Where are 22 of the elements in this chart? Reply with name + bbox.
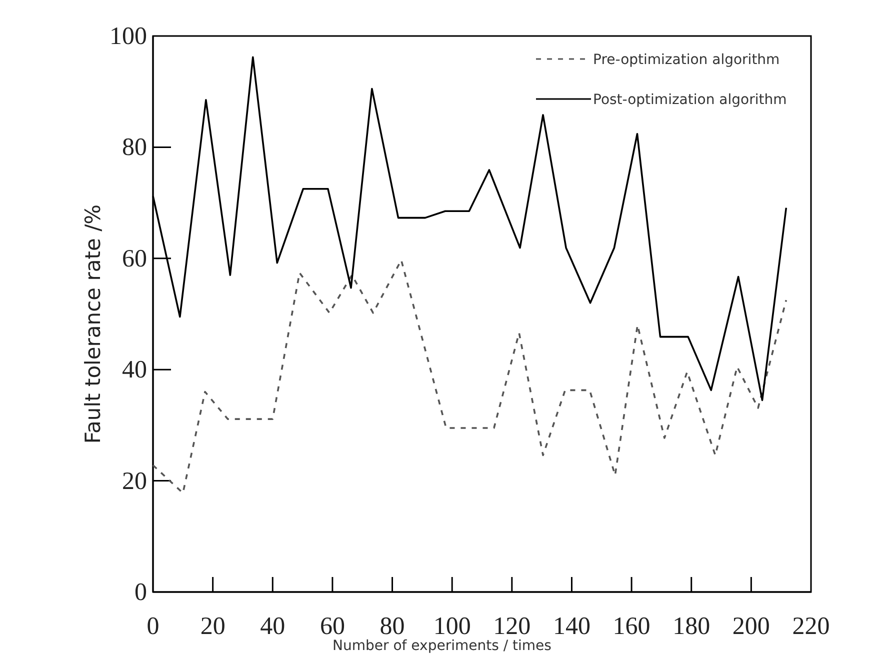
y-axis-title: Fault tolerance rate /%	[81, 204, 105, 444]
y-tick-label: 40	[122, 356, 147, 384]
legend-label: Post-optimization algorithm	[593, 92, 787, 108]
x-tick-label: 200	[732, 612, 770, 640]
x-tick-label: 140	[552, 612, 590, 640]
x-tick-label: 80	[380, 612, 405, 640]
y-tick-label: 60	[122, 245, 147, 272]
x-tick-label: 40	[260, 612, 286, 640]
line-series	[152, 259, 788, 494]
y-tick-label: 0	[134, 579, 147, 606]
x-tick-label: 60	[320, 612, 345, 640]
x-axis-title: Number of experiments / times	[332, 638, 552, 654]
legend-label: Pre-optimization algorithm	[593, 52, 780, 68]
x-tick-label: 120	[493, 612, 531, 640]
x-tick-label: 20	[200, 612, 226, 640]
x-tick-label: 160	[612, 612, 650, 640]
y-tick-label: 100	[110, 23, 147, 50]
x-tick-label: 180	[672, 612, 710, 640]
x-tick-label: 100	[433, 612, 471, 640]
x-tick-label: 220	[792, 612, 830, 640]
y-tick-label: 20	[122, 468, 147, 495]
y-tick-label: 80	[122, 134, 147, 162]
